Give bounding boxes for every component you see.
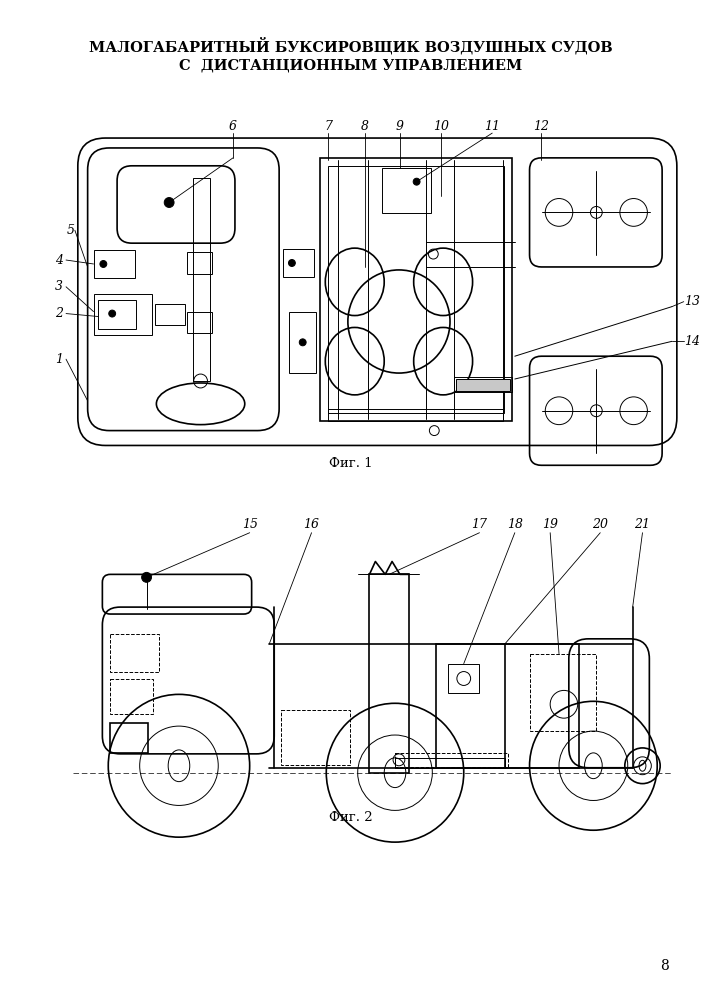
Text: 20: 20 <box>592 518 608 531</box>
Text: 13: 13 <box>684 295 700 308</box>
Text: 4: 4 <box>55 254 63 267</box>
Text: 19: 19 <box>542 518 558 531</box>
Bar <box>98 300 136 329</box>
Bar <box>110 679 153 714</box>
Circle shape <box>141 572 151 582</box>
Text: 12: 12 <box>533 120 549 133</box>
Text: С  ДИСТАНЦИОННЫМ УПРАВЛЕНИЕМ: С ДИСТАНЦИОННЫМ УПРАВЛЕНИЕМ <box>179 59 522 73</box>
Bar <box>320 158 512 421</box>
Bar <box>289 312 317 373</box>
Bar <box>328 166 504 413</box>
Circle shape <box>109 310 116 317</box>
Text: 5: 5 <box>67 224 75 237</box>
Text: 17: 17 <box>472 518 487 531</box>
Bar <box>530 654 596 731</box>
Circle shape <box>288 260 296 266</box>
Text: 7: 7 <box>325 120 332 133</box>
Bar <box>328 409 503 421</box>
Text: Фиг. 1: Фиг. 1 <box>329 457 373 470</box>
Text: 21: 21 <box>634 518 650 531</box>
Bar <box>110 723 148 753</box>
Text: 8: 8 <box>361 120 368 133</box>
Bar <box>193 178 211 381</box>
Bar <box>382 168 431 213</box>
Bar <box>436 644 578 768</box>
Bar <box>283 249 315 277</box>
Bar <box>156 304 185 325</box>
Bar <box>370 574 409 773</box>
Bar <box>395 758 505 768</box>
Bar <box>454 377 512 392</box>
Text: 11: 11 <box>484 120 501 133</box>
Text: 8: 8 <box>660 959 668 973</box>
Bar <box>448 664 479 693</box>
Bar <box>456 379 510 391</box>
Text: 2: 2 <box>55 307 63 320</box>
Text: 16: 16 <box>303 518 320 531</box>
Text: 3: 3 <box>55 280 63 293</box>
Text: Фиг. 2: Фиг. 2 <box>329 811 373 824</box>
Circle shape <box>413 178 420 185</box>
Text: 9: 9 <box>396 120 404 133</box>
Text: 1: 1 <box>55 353 63 366</box>
Circle shape <box>164 198 174 207</box>
Bar <box>187 312 212 333</box>
Bar <box>281 710 350 765</box>
Bar <box>93 294 153 335</box>
Text: 15: 15 <box>242 518 257 531</box>
Text: 10: 10 <box>433 120 449 133</box>
Circle shape <box>299 339 306 346</box>
Circle shape <box>100 261 107 267</box>
Bar <box>395 753 508 767</box>
Text: 18: 18 <box>507 518 522 531</box>
Bar <box>93 250 135 278</box>
Text: МАЛОГАБАРИТНЫЙ БУКСИРОВЩИК ВОЗДУШНЫХ СУДОВ: МАЛОГАБАРИТНЫЙ БУКСИРОВЩИК ВОЗДУШНЫХ СУД… <box>89 37 613 55</box>
Text: 6: 6 <box>229 120 237 133</box>
Text: 14: 14 <box>684 335 700 348</box>
Bar <box>187 252 212 274</box>
Bar <box>110 634 159 672</box>
